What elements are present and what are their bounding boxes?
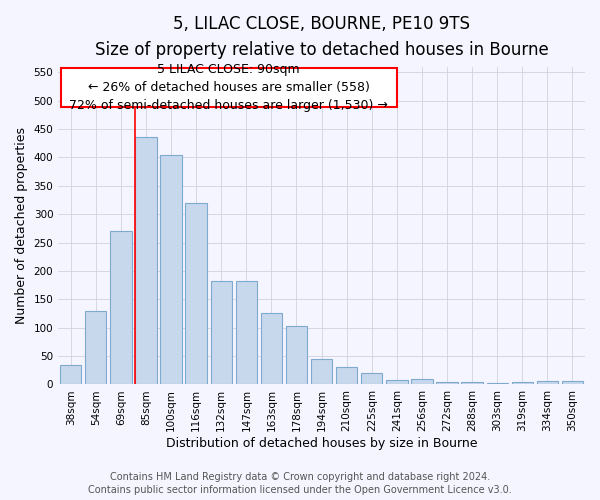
Y-axis label: Number of detached properties: Number of detached properties <box>15 127 28 324</box>
Bar <box>110 231 131 384</box>
Bar <box>261 314 282 384</box>
Bar <box>436 382 458 384</box>
Bar <box>160 154 182 384</box>
Bar <box>411 379 433 384</box>
Bar <box>311 359 332 384</box>
Bar <box>512 382 533 384</box>
Bar <box>461 382 483 384</box>
Text: Contains HM Land Registry data © Crown copyright and database right 2024.
Contai: Contains HM Land Registry data © Crown c… <box>88 472 512 495</box>
Bar <box>236 280 257 384</box>
Bar <box>487 383 508 384</box>
Bar <box>361 373 382 384</box>
Bar <box>136 138 157 384</box>
Bar <box>85 310 106 384</box>
Bar <box>185 203 207 384</box>
Bar <box>386 380 407 384</box>
Bar <box>286 326 307 384</box>
X-axis label: Distribution of detached houses by size in Bourne: Distribution of detached houses by size … <box>166 437 478 450</box>
Bar <box>537 381 558 384</box>
Bar <box>61 68 397 108</box>
Bar <box>336 368 358 384</box>
Bar <box>562 381 583 384</box>
Bar <box>211 280 232 384</box>
Text: 5 LILAC CLOSE: 90sqm
← 26% of detached houses are smaller (558)
72% of semi-deta: 5 LILAC CLOSE: 90sqm ← 26% of detached h… <box>70 63 388 112</box>
Bar <box>60 364 82 384</box>
Title: 5, LILAC CLOSE, BOURNE, PE10 9TS
Size of property relative to detached houses in: 5, LILAC CLOSE, BOURNE, PE10 9TS Size of… <box>95 15 548 60</box>
